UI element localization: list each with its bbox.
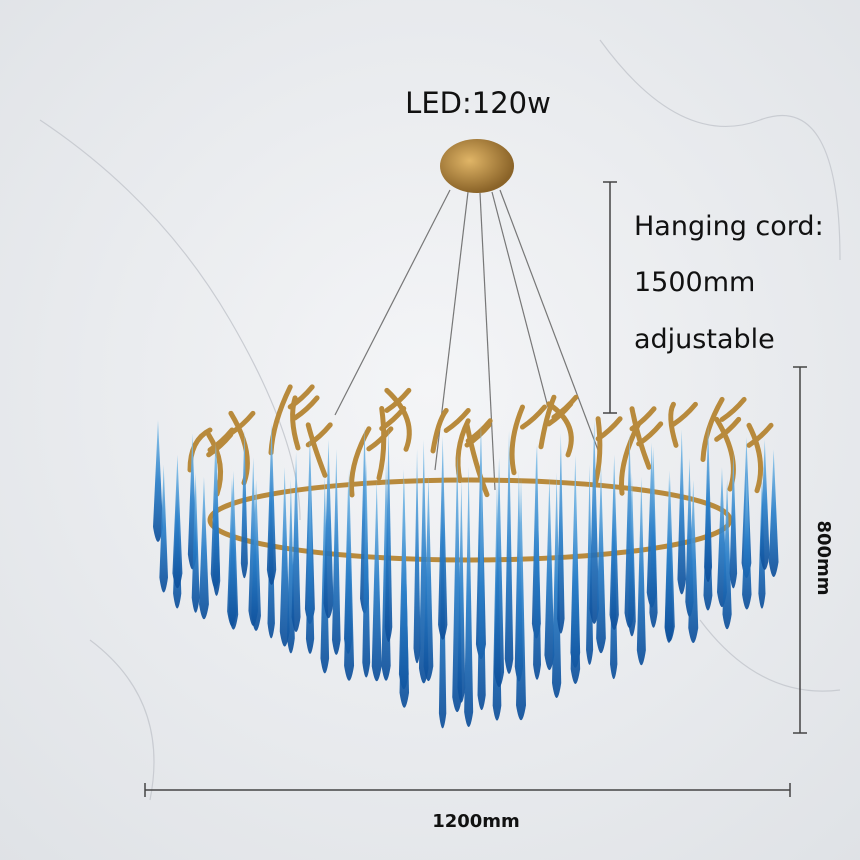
canopy (440, 139, 514, 193)
branch (592, 416, 623, 488)
branch (384, 387, 412, 452)
branch (668, 401, 698, 448)
crystal (344, 468, 355, 681)
crystal (688, 479, 699, 643)
crystal-drops (153, 420, 779, 729)
crystal (589, 420, 600, 624)
crystal (251, 479, 261, 631)
crystal (477, 462, 486, 711)
branch (700, 396, 747, 463)
cord-length: 1500mm (634, 267, 755, 298)
branch (430, 407, 471, 454)
branch (349, 426, 394, 498)
crystal (596, 464, 606, 654)
crystal (240, 429, 248, 579)
dimension-lines (144, 181, 807, 797)
branch (206, 432, 234, 497)
branch (509, 404, 547, 476)
crystal (291, 451, 301, 633)
crystal (457, 479, 466, 703)
crystal (423, 475, 434, 682)
crystal (516, 477, 527, 721)
branches (187, 384, 774, 563)
crystal (279, 466, 290, 647)
crystal (729, 451, 738, 589)
power-label: LED:120w (405, 86, 551, 120)
marble-veins (39, 39, 841, 801)
crystal (677, 429, 687, 595)
branch (546, 401, 574, 458)
crystal (649, 446, 658, 628)
cord-note: adjustable (634, 324, 775, 355)
crystal (768, 449, 779, 577)
crystal (742, 474, 752, 610)
crystal (759, 439, 770, 570)
crystal (438, 436, 448, 640)
crystal (544, 476, 555, 671)
width-label: 1200mm (432, 811, 520, 832)
height-label: 800mm (813, 520, 834, 595)
crystal (228, 470, 239, 630)
crystal (570, 479, 581, 685)
crystal (722, 479, 732, 630)
crystal (628, 472, 636, 637)
crystal (172, 454, 183, 589)
branch (714, 416, 742, 492)
branch (228, 410, 256, 486)
crystal (362, 460, 371, 678)
branch (290, 395, 320, 451)
crystal (551, 472, 562, 698)
crystal (384, 426, 393, 642)
branch (464, 422, 492, 498)
crystal (305, 474, 315, 654)
crystal (399, 478, 410, 708)
branch (305, 422, 333, 478)
crystal (199, 476, 209, 620)
crystal (533, 443, 541, 680)
crystal (371, 479, 382, 682)
crystal (212, 446, 221, 596)
cord-label: Hanging cord: (634, 211, 824, 242)
crystal (153, 420, 163, 542)
crystal (704, 423, 713, 583)
branch (746, 422, 774, 494)
crystal (557, 433, 565, 634)
crystal (636, 476, 646, 666)
crystal (323, 439, 334, 619)
crystal (494, 457, 505, 688)
crystal (464, 466, 474, 728)
crystal (413, 448, 421, 664)
crystal (266, 423, 277, 585)
crystal (332, 449, 341, 655)
crystal (664, 470, 675, 642)
crystal (159, 464, 168, 593)
crystal (609, 454, 619, 630)
crystal (191, 472, 200, 613)
branch (629, 406, 657, 470)
crystal (504, 430, 514, 674)
